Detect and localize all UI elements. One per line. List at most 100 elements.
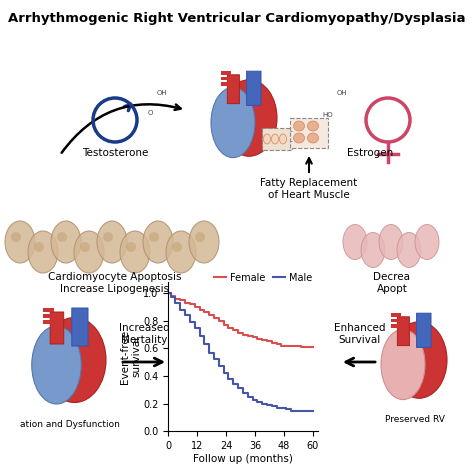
- Female: [226, 325, 231, 330]
- Ellipse shape: [149, 232, 159, 242]
- Legend: Female, Male: Female, Male: [210, 269, 316, 287]
- FancyBboxPatch shape: [50, 312, 64, 344]
- Ellipse shape: [143, 221, 173, 263]
- X-axis label: Follow up (months): Follow up (months): [193, 454, 293, 464]
- Line: Female: Female: [168, 293, 313, 347]
- Female: [221, 322, 227, 328]
- Ellipse shape: [189, 221, 219, 263]
- Bar: [43, 314, 54, 318]
- Ellipse shape: [11, 232, 21, 242]
- Female: [187, 301, 193, 307]
- Female: [245, 333, 251, 339]
- Ellipse shape: [97, 221, 127, 263]
- Bar: [43, 320, 54, 324]
- Ellipse shape: [381, 329, 425, 400]
- Male: [197, 333, 202, 339]
- Ellipse shape: [391, 322, 447, 398]
- Male: [259, 401, 265, 407]
- Ellipse shape: [74, 231, 104, 273]
- Ellipse shape: [272, 134, 279, 144]
- Female: [250, 335, 255, 340]
- Ellipse shape: [43, 318, 106, 402]
- Text: OH: OH: [337, 90, 347, 96]
- Text: HO: HO: [322, 112, 333, 118]
- Text: Cardiomyocyte Apoptosis
Increase Lipogenesis: Cardiomyocyte Apoptosis Increase Lipogen…: [48, 272, 182, 293]
- Female: [197, 307, 202, 312]
- FancyBboxPatch shape: [397, 317, 410, 346]
- Text: O: O: [148, 110, 154, 116]
- FancyBboxPatch shape: [417, 313, 431, 347]
- Male: [283, 406, 289, 412]
- Text: Preserved RV: Preserved RV: [385, 415, 445, 424]
- Female: [230, 328, 236, 333]
- Female: [279, 343, 284, 348]
- FancyBboxPatch shape: [246, 71, 261, 105]
- Ellipse shape: [343, 225, 367, 259]
- Line: Male: Male: [168, 293, 313, 410]
- Male: [192, 325, 198, 330]
- Ellipse shape: [57, 232, 67, 242]
- Male: [187, 319, 193, 325]
- Ellipse shape: [221, 80, 277, 156]
- Female: [303, 344, 309, 350]
- Text: Enhanced
Survival: Enhanced Survival: [334, 323, 386, 345]
- Female: [264, 338, 270, 344]
- Ellipse shape: [80, 242, 90, 252]
- Ellipse shape: [397, 233, 421, 267]
- Ellipse shape: [34, 242, 44, 252]
- Ellipse shape: [280, 134, 286, 144]
- Female: [288, 343, 294, 348]
- Ellipse shape: [51, 221, 81, 263]
- Female: [255, 336, 260, 342]
- Ellipse shape: [264, 134, 271, 144]
- Female: [173, 296, 178, 301]
- Text: OH: OH: [157, 90, 168, 96]
- Ellipse shape: [32, 326, 81, 404]
- Female: [308, 344, 313, 350]
- Female: [310, 344, 316, 350]
- Male: [201, 341, 207, 347]
- Text: Increased
Mortality: Increased Mortality: [118, 323, 169, 345]
- Text: Arrhythmogenic Right Ventricular Cardiomyopathy/Dysplasia: Arrhythmogenic Right Ventricular Cardiom…: [8, 12, 466, 25]
- Bar: [262, 128, 292, 150]
- Female: [259, 337, 265, 343]
- Male: [269, 404, 274, 410]
- Male: [274, 405, 280, 410]
- Female: [201, 310, 207, 315]
- Male: [206, 350, 212, 356]
- Male: [235, 386, 241, 392]
- Male: [168, 294, 173, 300]
- Female: [283, 343, 289, 348]
- Female: [293, 343, 299, 348]
- Male: [264, 402, 270, 408]
- Male: [177, 307, 183, 312]
- Bar: [221, 82, 230, 86]
- Female: [269, 340, 274, 346]
- Female: [240, 332, 246, 337]
- Male: [221, 371, 227, 376]
- Ellipse shape: [293, 133, 304, 143]
- Ellipse shape: [172, 242, 182, 252]
- Male: [182, 312, 188, 318]
- Male: [173, 300, 178, 306]
- Female: [192, 304, 198, 310]
- Male: [240, 390, 246, 395]
- Y-axis label: Event-free
survival: Event-free survival: [120, 329, 142, 384]
- Ellipse shape: [415, 225, 439, 259]
- Female: [298, 344, 303, 350]
- Male: [288, 408, 294, 413]
- Text: Fatty Replacement
of Heart Muscle: Fatty Replacement of Heart Muscle: [260, 178, 357, 200]
- Text: ation and Dysfunction: ation and Dysfunction: [20, 420, 120, 429]
- Male: [293, 408, 299, 413]
- Bar: [391, 319, 401, 322]
- FancyBboxPatch shape: [72, 308, 88, 346]
- Female: [182, 300, 188, 306]
- Female: [211, 315, 217, 321]
- Female: [216, 318, 222, 324]
- Ellipse shape: [308, 133, 319, 143]
- Ellipse shape: [379, 225, 403, 259]
- Female: [165, 290, 171, 296]
- Text: Testosterone: Testosterone: [82, 148, 148, 158]
- Text: Estrogen: Estrogen: [347, 148, 393, 158]
- Male: [250, 397, 255, 402]
